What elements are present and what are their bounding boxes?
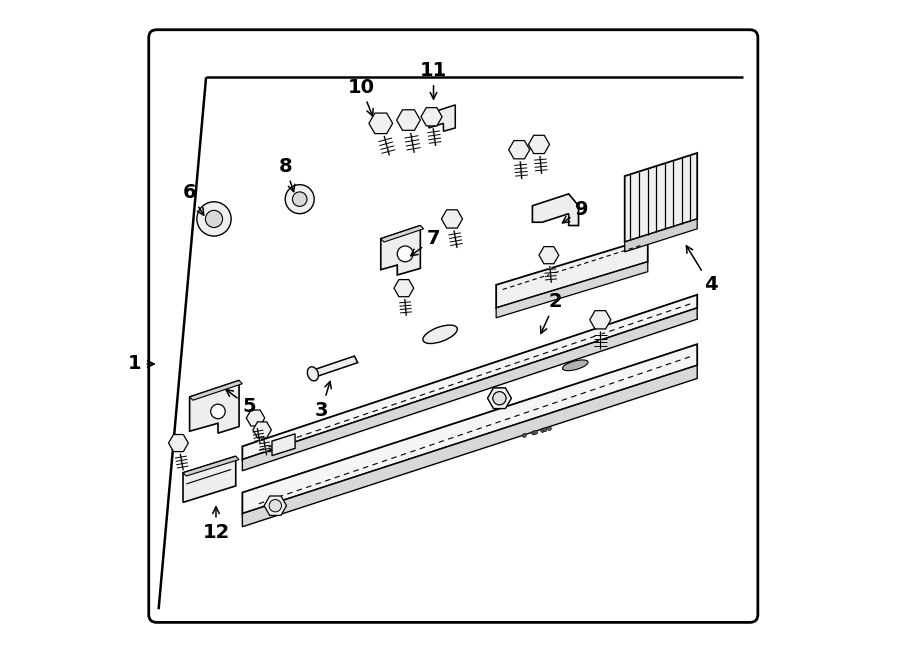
Text: 11: 11 [420,61,447,99]
Text: 10: 10 [347,77,374,116]
Circle shape [292,192,307,207]
Ellipse shape [423,325,457,344]
Text: 1: 1 [128,354,154,373]
Text: 4: 4 [687,246,717,295]
Circle shape [543,428,547,432]
Text: 8: 8 [278,157,294,191]
Circle shape [205,211,222,228]
Polygon shape [242,308,698,471]
Polygon shape [242,344,698,514]
Ellipse shape [562,360,588,371]
Polygon shape [533,194,579,226]
Circle shape [211,404,225,418]
Circle shape [534,430,537,434]
FancyBboxPatch shape [148,30,758,622]
Text: 2: 2 [541,292,562,334]
Polygon shape [190,381,239,433]
Circle shape [397,246,413,261]
Circle shape [493,392,506,405]
Circle shape [269,500,282,512]
Text: 3: 3 [315,381,331,420]
Text: 6: 6 [183,183,203,215]
Circle shape [547,426,552,430]
Polygon shape [183,456,239,476]
Text: 5: 5 [226,390,256,416]
Polygon shape [496,239,648,308]
Polygon shape [496,261,648,318]
Polygon shape [190,381,242,401]
Polygon shape [625,153,698,242]
Circle shape [541,428,544,432]
Circle shape [285,185,314,214]
Polygon shape [272,434,295,455]
Ellipse shape [307,367,319,381]
Text: 12: 12 [202,507,230,542]
Polygon shape [242,295,698,459]
Polygon shape [311,356,357,377]
Circle shape [532,431,536,435]
Text: 7: 7 [410,229,440,256]
Circle shape [522,434,526,438]
Polygon shape [183,456,236,502]
Polygon shape [429,105,455,131]
Circle shape [197,202,231,236]
Polygon shape [381,226,424,242]
Circle shape [493,392,506,404]
Polygon shape [242,365,698,527]
Polygon shape [381,226,420,275]
Text: 9: 9 [562,199,589,223]
Polygon shape [625,219,698,252]
